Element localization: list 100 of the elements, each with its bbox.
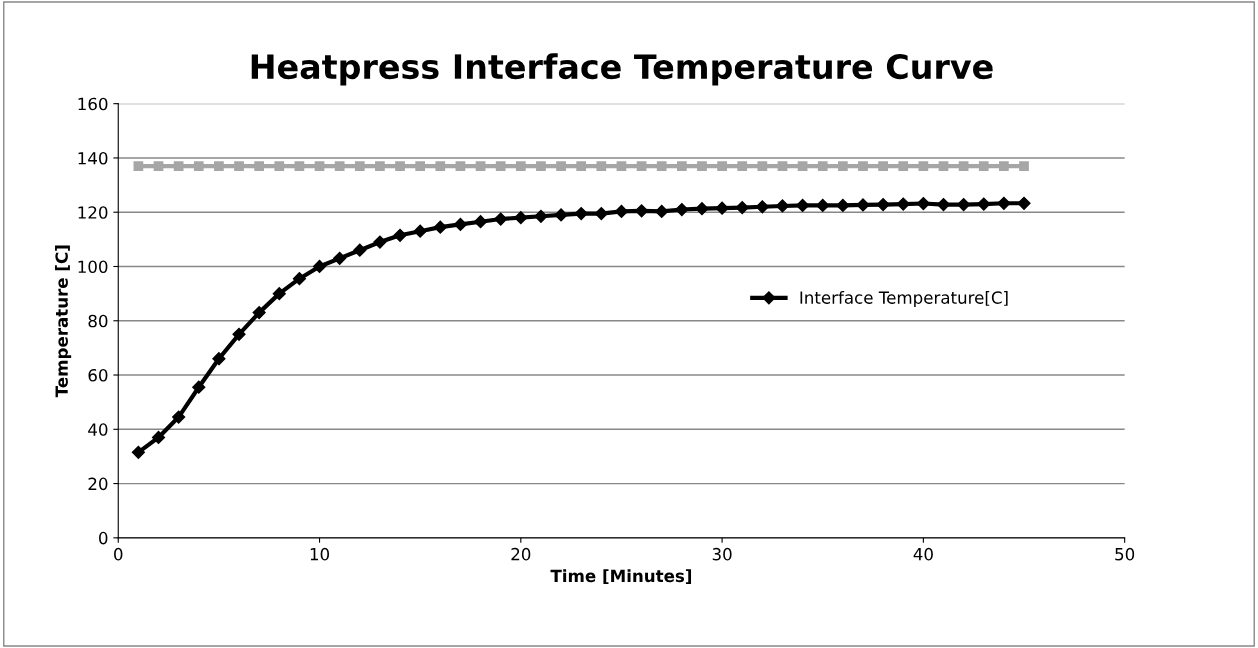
point — [957, 198, 971, 212]
point — [373, 235, 387, 249]
point — [395, 161, 405, 171]
point — [737, 161, 748, 171]
point — [735, 201, 749, 215]
point — [475, 161, 486, 171]
point — [676, 161, 687, 171]
point — [234, 161, 244, 171]
point — [697, 161, 707, 171]
point — [574, 206, 588, 221]
point — [254, 161, 265, 171]
point — [334, 161, 345, 171]
y-tick-label: 140 — [78, 151, 108, 165]
point — [433, 220, 447, 234]
point — [958, 161, 969, 171]
point — [594, 206, 608, 221]
x-tick-label: 40 — [913, 547, 933, 561]
point — [556, 161, 566, 171]
point — [777, 161, 788, 171]
point — [151, 430, 166, 445]
point — [534, 209, 548, 223]
point — [936, 198, 951, 212]
point — [817, 161, 828, 171]
point — [614, 204, 629, 218]
point — [878, 161, 888, 171]
point — [333, 251, 347, 265]
y-tick-label: 120 — [78, 206, 108, 219]
point — [896, 197, 910, 211]
point — [415, 161, 426, 171]
point — [131, 445, 145, 459]
point — [858, 161, 868, 171]
point — [314, 161, 325, 171]
x-axis-title: Time [Minutes] — [550, 569, 692, 585]
point — [876, 198, 890, 212]
x-tick-label: 10 — [310, 547, 330, 561]
point — [918, 161, 929, 171]
point — [977, 197, 991, 211]
point — [292, 272, 306, 286]
point — [898, 161, 909, 171]
y-tick-label: 0 — [99, 531, 108, 545]
point — [294, 161, 305, 171]
point — [494, 212, 508, 226]
point — [596, 161, 607, 171]
point — [636, 161, 647, 171]
point — [153, 161, 164, 171]
point — [999, 161, 1009, 171]
point — [797, 161, 808, 171]
point — [413, 224, 427, 238]
point — [172, 410, 186, 424]
point — [514, 211, 528, 225]
point — [495, 161, 506, 171]
legend-label: Interface Temperature[C] — [800, 290, 1008, 308]
point — [837, 161, 848, 171]
point — [655, 204, 669, 218]
y-axis-title: Temperature [C] — [55, 245, 72, 398]
point — [695, 202, 709, 216]
point — [393, 228, 407, 242]
point — [515, 161, 526, 171]
point — [353, 243, 367, 257]
x-tick-label: 50 — [1115, 547, 1135, 561]
y-tick-label: 80 — [88, 314, 108, 328]
y-tick-label: 60 — [88, 368, 108, 382]
point — [775, 199, 790, 213]
point — [796, 198, 810, 213]
point — [536, 161, 546, 171]
point — [455, 161, 466, 171]
point — [997, 196, 1011, 210]
point — [715, 201, 729, 215]
point — [473, 215, 488, 229]
y-tick-label: 160 — [78, 97, 108, 111]
point — [1019, 161, 1029, 171]
point — [192, 380, 206, 394]
x-tick-label: 20 — [511, 547, 531, 561]
point — [214, 161, 224, 171]
point — [212, 352, 226, 366]
chart-title: Heatpress Interface Temperature Curve — [251, 53, 993, 86]
point — [634, 204, 649, 218]
point — [252, 306, 266, 320]
point — [173, 161, 184, 171]
point — [272, 287, 286, 301]
point — [133, 161, 144, 171]
point — [656, 161, 667, 171]
point — [354, 161, 365, 171]
y-tick-label: 100 — [78, 260, 108, 274]
point — [1017, 196, 1031, 210]
point — [856, 198, 870, 212]
point — [675, 202, 689, 217]
point — [312, 259, 327, 274]
x-tick-label: 30 — [712, 547, 732, 561]
point — [193, 161, 204, 171]
point — [836, 198, 850, 213]
y-tick-label: 20 — [88, 477, 108, 491]
point — [717, 161, 727, 171]
point — [757, 161, 768, 171]
point — [616, 161, 627, 171]
x-tick-label: 0 — [114, 547, 123, 561]
y-tick-label: 40 — [88, 423, 108, 436]
point — [554, 208, 568, 222]
point — [978, 161, 989, 171]
point — [274, 161, 285, 171]
